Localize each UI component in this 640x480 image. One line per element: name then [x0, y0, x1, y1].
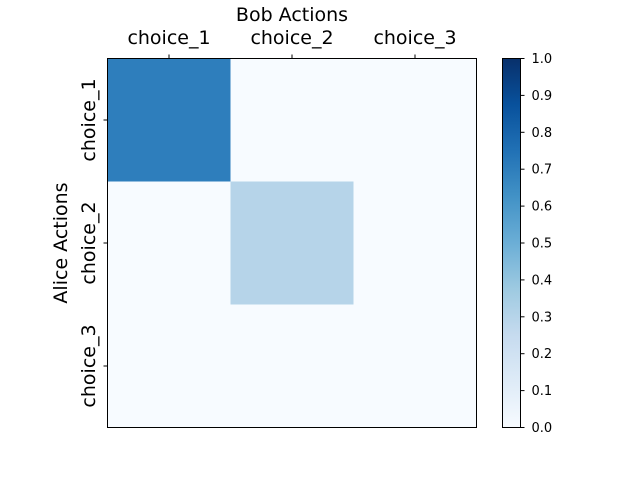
y-axis-title: Alice Actions — [50, 182, 72, 303]
heatmap-cell — [353, 58, 477, 182]
colorbar-tick-label: 1.0 — [532, 52, 553, 67]
colorbar-tick-label: 0.8 — [532, 126, 553, 141]
colorbar-tick-label: 0.6 — [532, 200, 553, 215]
x-tick-label: choice_2 — [250, 27, 333, 49]
y-tick-label: choice_1 — [78, 78, 100, 161]
x-tick-label: choice_3 — [373, 27, 456, 49]
colorbar-tick-label: 0.4 — [532, 273, 553, 288]
y-axis-ticks: choice_1 choice_2 choice_3 — [78, 78, 108, 408]
heatmap-cell — [107, 58, 231, 182]
x-axis-ticks: choice_1 choice_2 choice_3 — [127, 27, 457, 59]
colorbar-tick-label: 0.7 — [532, 163, 553, 178]
heatmap-cell — [353, 181, 477, 305]
colorbar-tick-label: 0.9 — [532, 89, 553, 104]
y-tick-label: choice_2 — [78, 201, 100, 284]
colorbar-ticks: 0.0 0.1 0.2 0.3 0.4 0.5 0.6 0.7 0.8 0.9 1.0 — [520, 52, 553, 436]
y-tick-label: choice_3 — [78, 324, 100, 407]
heatmap-cell — [230, 181, 354, 305]
colorbar-tick-label: 0.2 — [532, 347, 553, 362]
colorbar-tick-label: 0.1 — [532, 384, 553, 399]
heatmap-cell — [230, 304, 354, 428]
x-axis-title: Bob Actions — [236, 4, 348, 26]
colorbar — [502, 58, 521, 428]
heatmap-cell — [353, 304, 477, 428]
heatmap-cell — [107, 304, 231, 428]
heatmap-cell — [107, 181, 231, 305]
colorbar-tick-label: 0.0 — [532, 421, 553, 436]
colorbar-tick-label: 0.5 — [532, 237, 553, 252]
x-tick-label: choice_1 — [127, 27, 210, 49]
heatmap-cell — [230, 58, 354, 182]
heatmap-cells — [107, 58, 477, 428]
colorbar-tick-label: 0.3 — [532, 310, 553, 325]
